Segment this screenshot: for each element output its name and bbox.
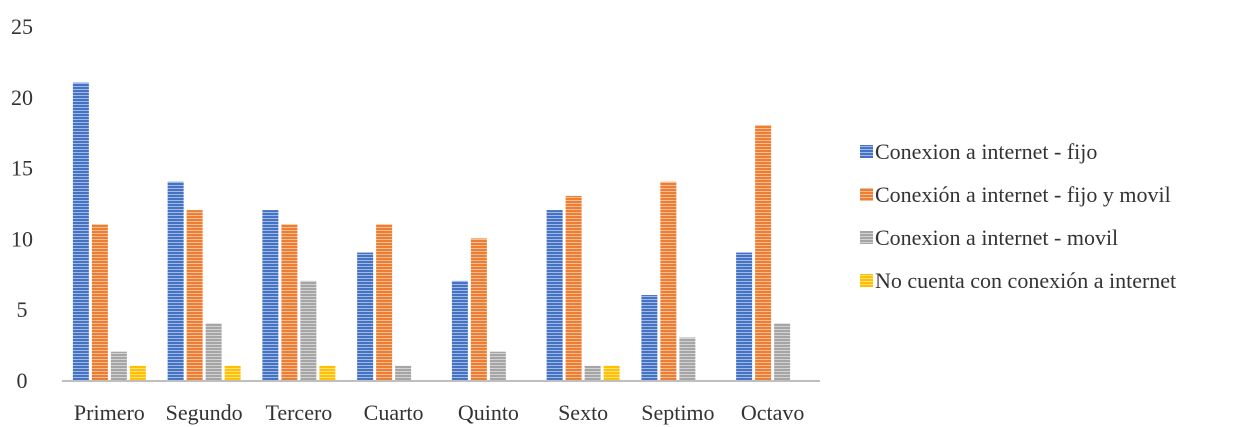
legend-label: Conexion a internet - fijo [875, 139, 1097, 164]
y-tick-label: 15 [11, 156, 33, 181]
y-tick-label: 20 [11, 85, 33, 110]
x-tick-label: Cuarto [364, 400, 424, 425]
x-tick-label: Segundo [166, 400, 243, 425]
x-axis-ticks: Primero Segundo Tercero Cuarto Quinto Sexto Se… [74, 400, 804, 425]
legend-swatch [860, 231, 873, 244]
bar-septimo-series-1 [641, 295, 658, 380]
x-tick-label: Septimo [641, 400, 714, 425]
bar-primero-series-4 [129, 365, 146, 380]
bar-tercero-series-3 [300, 280, 317, 380]
bar-sexto-series-2 [565, 195, 582, 380]
bar-cuarto-series-1 [357, 252, 374, 380]
bar-tercero-series-4 [319, 365, 336, 380]
legend-label: Conexion a internet - movil [875, 225, 1118, 250]
bar-quinto-series-3 [489, 351, 506, 380]
x-tick-label: Sexto [558, 400, 608, 425]
y-tick-label: 10 [11, 226, 33, 251]
bar-octavo-series-2 [755, 125, 772, 381]
x-tick-label: Tercero [265, 400, 332, 425]
legend-swatch [860, 274, 873, 287]
y-axis-ticks: 0 5 10 15 20 25 [11, 14, 33, 393]
bar-quinto-series-1 [451, 280, 468, 380]
bars [72, 82, 791, 381]
bar-octavo-series-1 [736, 252, 753, 380]
legend-label: No cuenta con conexión a internet [875, 268, 1176, 293]
x-tick-label: Octavo [741, 400, 805, 425]
legend-swatch [860, 145, 873, 158]
bar-quinto-series-2 [470, 238, 487, 380]
bar-primero-series-3 [110, 351, 127, 380]
bar-segundo-series-1 [167, 181, 184, 380]
bar-sexto-series-3 [584, 365, 601, 380]
bar-septimo-series-2 [660, 181, 677, 380]
bar-cuarto-series-3 [395, 365, 412, 380]
bar-tercero-series-1 [262, 210, 279, 380]
x-tick-label: Quinto [458, 400, 519, 425]
bar-sexto-series-4 [603, 365, 620, 380]
legend-swatch [860, 188, 873, 201]
x-tick-label: Primero [74, 400, 145, 425]
bar-tercero-series-2 [281, 224, 298, 380]
bar-primero-series-2 [91, 224, 108, 380]
y-tick-label: 0 [17, 368, 28, 393]
bar-segundo-series-2 [186, 210, 203, 380]
legend-label: Conexión a internet - fijo y movil [875, 182, 1171, 207]
bar-segundo-series-3 [205, 323, 222, 380]
bar-octavo-series-3 [774, 323, 791, 380]
y-tick-label: 25 [11, 14, 33, 39]
bar-segundo-series-4 [224, 365, 241, 380]
bar-septimo-series-3 [679, 337, 696, 380]
legend: Conexion a internet - fijo Conexión a int… [860, 139, 1176, 293]
bar-cuarto-series-2 [376, 224, 393, 380]
bar-sexto-series-1 [546, 210, 563, 380]
y-tick-label: 5 [17, 297, 28, 322]
bar-primero-series-1 [72, 82, 89, 380]
